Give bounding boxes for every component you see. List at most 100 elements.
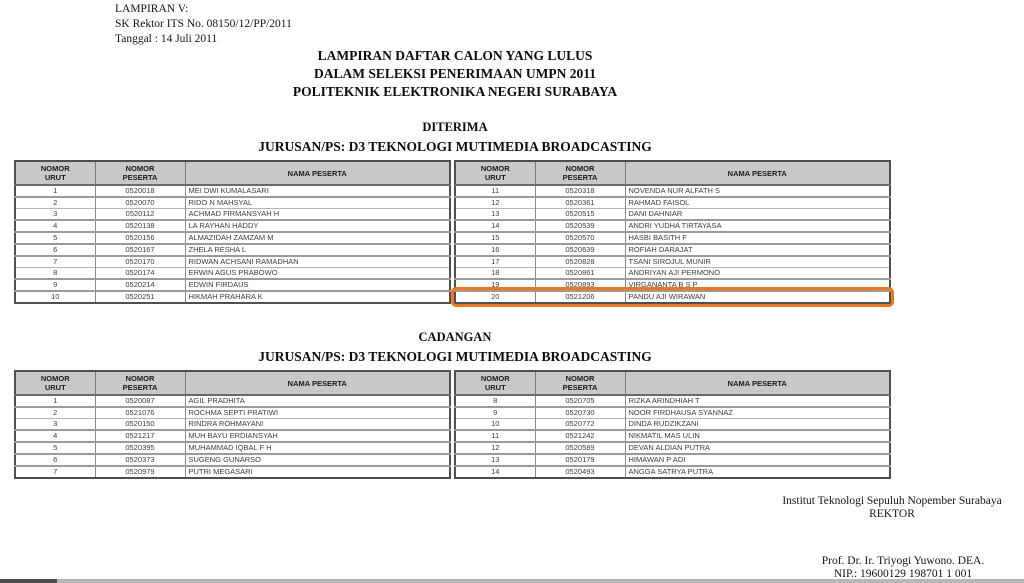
rektor-label: REKTOR (869, 508, 915, 520)
table-header-row: NOMOR URUT NOMOR PESERTA NAMA PESERTA (454, 161, 890, 186)
horizontal-scrollbar-thumb[interactable] (0, 579, 57, 583)
participant-number-cell: 0520539 (534, 219, 625, 232)
participant-name-cell: RIZKA ARINDHIAH T (624, 395, 890, 407)
row-number-cell: 2 (14, 196, 95, 209)
column-header-line: URUT (44, 173, 66, 182)
participant-name-cell: HIKMAH PRAHARA K (184, 290, 450, 303)
row-number-cell: 6 (14, 453, 95, 466)
table-row: 17 0520828 TSANI SIROJUL MUNIR (454, 255, 890, 268)
table-row: 18 0520861 ANDRIYAN AJI PERMONO (454, 267, 890, 279)
participant-number-cell: 0520589 (534, 441, 625, 454)
lampiran-header-block: LAMPIRAN V: SK Rektor ITS No. 08150/12/P… (115, 2, 292, 47)
column-header-line: PESERTA (562, 383, 598, 392)
footer-signature-block: Prof. Dr. Ir. Triyogi Yuwono. DEA. NIP.:… (798, 555, 1008, 581)
participant-number-cell: 0520705 (534, 395, 625, 407)
column-header: NAMA PESERTA (624, 161, 890, 186)
participant-number-cell: 0520979 (94, 465, 185, 478)
title-line-1: LAMPIRAN DAFTAR CALON YANG LULUS (317, 48, 593, 63)
participant-name-cell: ACHMAD FIRMANSYAH H (184, 208, 450, 220)
column-header-line: URUT (484, 173, 506, 182)
column-header-line: NAMA PESERTA (287, 168, 347, 178)
footer-institution-block: Institut Teknologi Sepuluh Nopember Sura… (772, 495, 1012, 521)
column-header-line: PESERTA (562, 173, 598, 182)
participants-table-0-right: NOMOR URUT NOMOR PESERTA NAMA PESERTA 11 05203… (454, 160, 891, 304)
row-number-cell: 10 (14, 290, 95, 303)
participants-table-0-left: NOMOR URUT NOMOR PESERTA NAMA PESERTA 1 052001… (14, 160, 451, 304)
participant-number-cell: 0520493 (534, 465, 625, 478)
table-row: 3 0520112 ACHMAD FIRMANSYAH H (14, 208, 450, 220)
table-row: 20 0521206 PANDU AJI WIRAWAN (454, 290, 890, 303)
section-subheading-cadangan: JURUSAN/PS: D3 TEKNOLOGI MUTIMEDIA BROAD… (258, 349, 652, 364)
participant-number-cell: 0521217 (94, 429, 185, 442)
title-line-3: POLITEKNIK ELEKTRONIKA NEGERI SURABAYA (292, 84, 618, 99)
row-number-cell: 1 (14, 185, 95, 197)
column-header: NOMOR PESERTA (534, 161, 625, 186)
row-number-cell: 4 (14, 429, 95, 442)
participant-number-cell: 0520318 (534, 185, 625, 197)
table-row: 3 0520150 RINDRA ROHMAYANI (14, 418, 450, 430)
table-row: 9 0520730 NOOR FIRDHAUSA SYANNAZ (454, 406, 890, 419)
row-number-cell: 2 (14, 406, 95, 419)
row-number-cell: 15 (454, 231, 535, 244)
horizontal-scrollbar-track[interactable] (0, 579, 1024, 583)
column-header-line: NOMOR (480, 164, 510, 173)
column-header: NOMOR PESERTA (94, 161, 185, 186)
row-number-cell: 3 (14, 208, 95, 220)
row-number-cell: 20 (454, 290, 535, 303)
participant-number-cell: 0521206 (534, 290, 625, 303)
row-number-cell: 16 (454, 243, 535, 256)
tanggal-line: Tanggal : 14 Juli 2011 (115, 33, 218, 45)
column-header: NOMOR PESERTA (534, 371, 625, 396)
column-header-line: NOMOR (125, 164, 155, 173)
column-header-line: NAMA PESERTA (727, 378, 787, 388)
table-row: 12 0520361 RAHMAD FAISOL (454, 196, 890, 209)
participant-name-cell: ANGGA SATRYA PUTRA (624, 465, 890, 478)
participant-number-cell: 0520251 (94, 290, 185, 303)
participant-number-cell: 0520156 (94, 231, 185, 244)
row-number-cell: 7 (14, 465, 95, 478)
participant-name-cell: MUHAMMAD IQBAL F H (184, 441, 450, 454)
lampiran-line: LAMPIRAN V: (115, 3, 189, 15)
table-row: 12 0520589 DEVAN ALDIAN PUTRA (454, 441, 890, 454)
participant-number-cell: 0520138 (94, 219, 185, 232)
participant-name-cell: RIDO N MAHSYAL (184, 196, 450, 209)
participant-number-cell: 0520170 (94, 255, 185, 268)
signer-nip: NIP.: 19600129 198701 1 001 (833, 568, 973, 580)
row-number-cell: 9 (14, 278, 95, 291)
column-header-line: URUT (484, 383, 506, 392)
column-header: NAMA PESERTA (184, 371, 450, 396)
section-subheading-diterima: JURUSAN/PS: D3 TEKNOLOGI MUTIMEDIA BROAD… (258, 139, 652, 154)
participant-name-cell: ANDRIYAN AJI PERMONO (624, 267, 890, 279)
column-header-line: URUT (44, 383, 66, 392)
participant-name-cell: DANI DAHNIAR (624, 208, 890, 220)
participant-name-cell: HIMAWAN P ADI (624, 453, 890, 466)
table-row: 10 0520251 HIKMAH PRAHARA K (14, 290, 450, 303)
participant-name-cell: ERWIN AGUS PRABOWO (184, 267, 450, 279)
column-header-line: NOMOR (40, 374, 70, 383)
participant-name-cell: TSANI SIROJUL MUNIR (624, 255, 890, 268)
participant-number-cell: 0520893 (534, 278, 625, 291)
table-row: 9 0520214 EDWIN FIRDAUS (14, 278, 450, 291)
participant-number-cell: 0520087 (94, 395, 185, 407)
table-row: 14 0520493 ANGGA SATRYA PUTRA (454, 465, 890, 478)
table-row: 1 0520087 AGIL PRADHITA (14, 395, 450, 407)
table-row: 5 0520156 ALMAZIDAH ZAMZAM M (14, 231, 450, 244)
table-row: 14 0520539 ANDRI YUDHA TIRTAYASA (454, 219, 890, 232)
row-number-cell: 12 (454, 196, 535, 209)
participant-name-cell: ROCHMA SEPTI PRATIWI (184, 406, 450, 419)
column-header-line: NOMOR (40, 164, 70, 173)
column-header: NOMOR URUT (14, 371, 95, 396)
row-number-cell: 4 (14, 219, 95, 232)
column-header: NOMOR URUT (454, 161, 535, 186)
participant-number-cell: 0520214 (94, 278, 185, 291)
participant-number-cell: 0521076 (94, 406, 185, 419)
participant-name-cell: NOVENDA NUR ALFATH S (624, 185, 890, 197)
table-row: 6 0520167 ZHELA RESHA L (14, 243, 450, 256)
table-row: 13 0520515 DANI DAHNIAR (454, 208, 890, 220)
participant-number-cell: 0520361 (534, 196, 625, 209)
institution-name: Institut Teknologi Sepuluh Nopember Sura… (782, 495, 1002, 507)
column-header-line: NAMA PESERTA (287, 378, 347, 388)
row-number-cell: 10 (454, 418, 535, 430)
table-row: 6 0520373 SUGENG GUNARSO (14, 453, 450, 466)
